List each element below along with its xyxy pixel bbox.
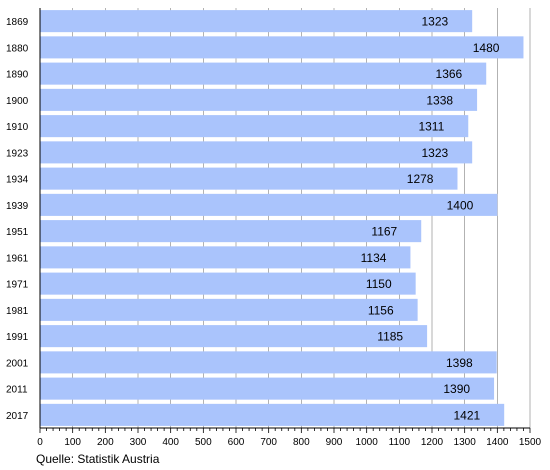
bar-value-label: 1390 [443, 382, 470, 396]
category-label: 2011 [6, 385, 28, 396]
bar-value-label: 1323 [421, 15, 448, 29]
category-label: 1923 [6, 148, 29, 159]
bar [40, 88, 478, 111]
category-label: 1934 [6, 175, 29, 186]
bar [40, 272, 416, 295]
category-label: 1890 [6, 70, 29, 81]
x-tick-label: 800 [293, 437, 310, 448]
bars: 1323 1480 1366 1338 1311 1323 1278 1400 1167 1134… [40, 10, 524, 426]
bar-value-label: 1480 [473, 41, 500, 55]
x-tick-label: 500 [195, 437, 212, 448]
category-label: 1951 [6, 227, 29, 238]
bar-value-label: 1150 [366, 277, 392, 291]
category-label: 1880 [6, 43, 29, 54]
x-tick-label: 0 [37, 437, 43, 448]
source-label: Quelle: Statistik Austria [36, 452, 160, 466]
x-tick-label: 300 [130, 437, 147, 448]
bar [40, 220, 422, 243]
category-label: 1961 [6, 253, 29, 264]
x-tick-label: 600 [228, 437, 245, 448]
bar [40, 325, 428, 348]
bar-value-label: 1366 [436, 67, 463, 81]
bar [40, 377, 495, 400]
bar [40, 115, 469, 138]
bar [40, 62, 487, 85]
bar-value-label: 1400 [447, 198, 474, 212]
category-label: 1991 [6, 332, 29, 343]
bar-value-label: 1398 [446, 356, 473, 370]
category-label: 1981 [6, 306, 29, 317]
bar-value-label: 1278 [407, 172, 434, 186]
category-label: 1971 [6, 280, 29, 291]
x-tick-label: 200 [97, 437, 114, 448]
bar [40, 298, 418, 321]
bar [40, 141, 473, 164]
bar-value-label: 1311 [418, 120, 444, 134]
x-axis: 0 100 200 300 400 500 600 700 800 900 1000 1100 1200… [37, 8, 542, 448]
bar [40, 193, 498, 216]
x-tick-label: 1100 [389, 437, 411, 448]
bar [40, 167, 458, 190]
bar-value-label: 1421 [453, 408, 480, 422]
bar [40, 10, 473, 33]
bar-value-label: 1134 [361, 251, 387, 265]
x-tick-label: 900 [326, 437, 343, 448]
bar-value-label: 1338 [426, 93, 453, 107]
category-label: 1910 [6, 122, 29, 133]
x-tick-label: 1300 [454, 437, 477, 448]
bar-value-label: 1323 [421, 146, 448, 160]
bar-value-label: 1167 [371, 225, 397, 239]
bar [40, 403, 505, 426]
category-label: 1900 [6, 96, 29, 107]
x-tick-label: 100 [64, 437, 81, 448]
x-tick-label: 1000 [356, 437, 379, 448]
x-tick-label: 1400 [486, 437, 509, 448]
category-labels: 1869 1880 1890 1900 1910 1923 1934 1939 1951 1961… [6, 17, 29, 422]
bar-value-label: 1185 [377, 330, 403, 344]
bar [40, 36, 524, 59]
x-tick-label: 1200 [421, 437, 444, 448]
category-label: 2017 [6, 411, 29, 422]
category-label: 1939 [6, 201, 29, 212]
category-label: 2001 [6, 358, 29, 369]
bar-value-label: 1156 [368, 303, 394, 317]
category-label: 1869 [6, 17, 29, 28]
x-tick-label: 400 [162, 437, 179, 448]
x-tick-label: 1500 [519, 437, 542, 448]
x-tick-label: 700 [260, 437, 277, 448]
bar [40, 351, 497, 374]
bar [40, 246, 411, 269]
